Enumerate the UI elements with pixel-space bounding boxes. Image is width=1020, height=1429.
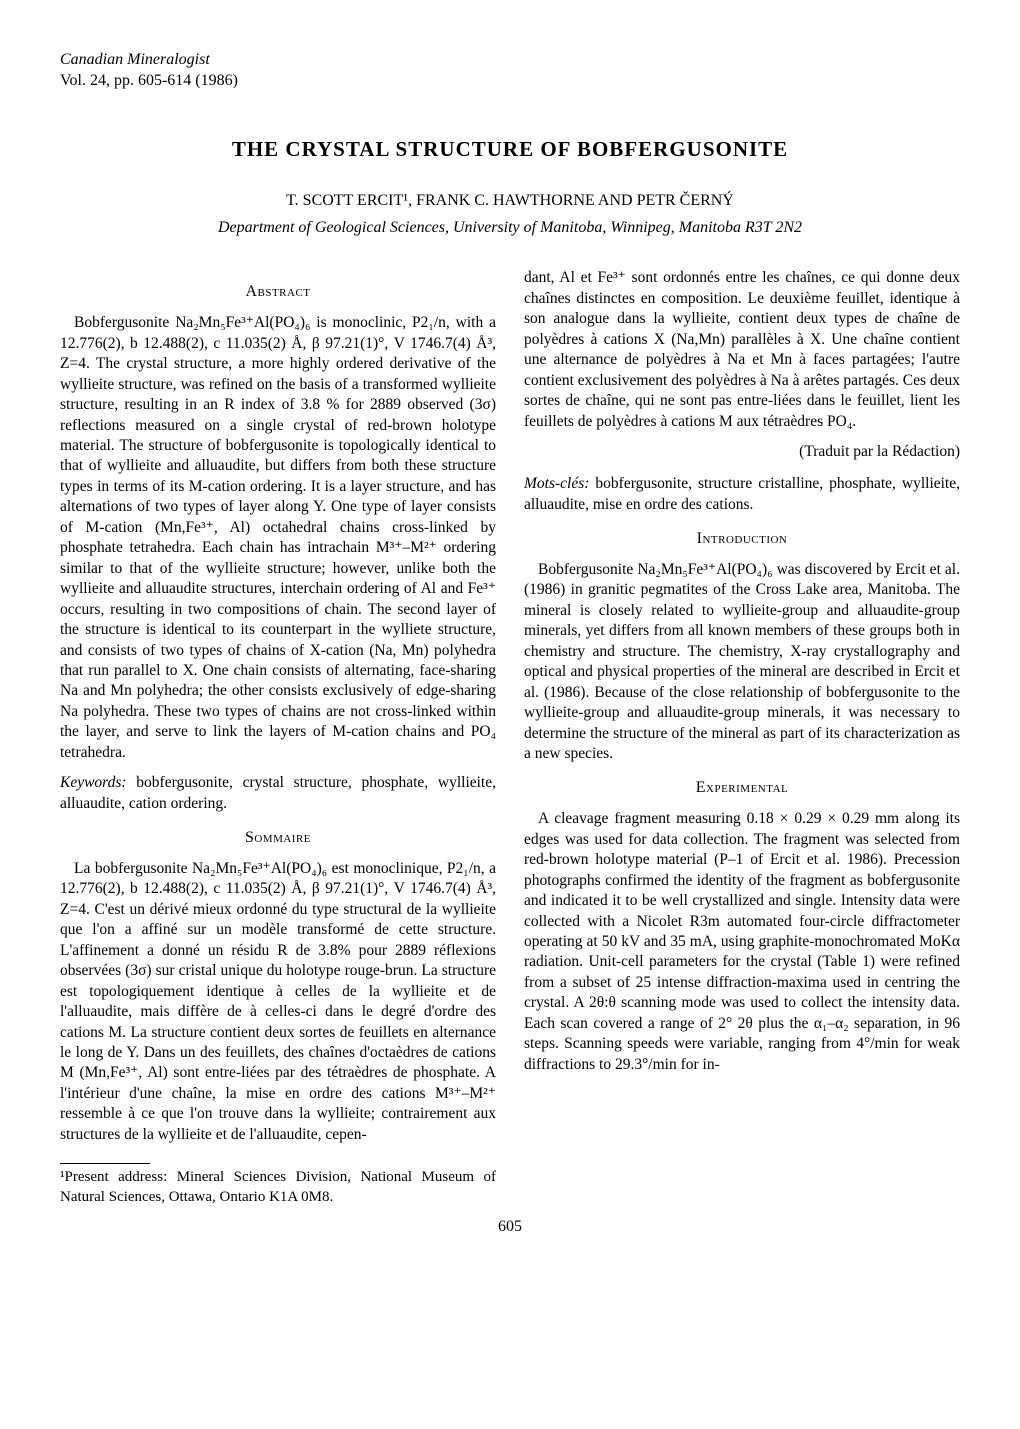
authors-line: T. SCOTT ERCIT¹, FRANK C. HAWTHORNE AND … bbox=[60, 191, 960, 212]
abstract-text: Bobfergusonite Na₂Mn₅Fe³⁺Al(PO₄)₆ is mon… bbox=[60, 313, 496, 763]
mots-cles-label: Mots-clés: bbox=[524, 475, 589, 492]
experimental-heading: Experimental bbox=[524, 778, 960, 799]
abstract-heading: Abstract bbox=[60, 282, 496, 303]
introduction-text: Bobfergusonite Na₂Mn₅Fe³⁺Al(PO₄)₆ was di… bbox=[524, 560, 960, 765]
footnote-rule bbox=[60, 1163, 150, 1164]
footnote-text: ¹Present address: Mineral Sciences Divis… bbox=[60, 1168, 496, 1207]
keywords-block: Keywords: bobfergusonite, crystal struct… bbox=[60, 773, 496, 814]
page-number: 605 bbox=[60, 1217, 960, 1238]
introduction-heading: Introduction bbox=[524, 529, 960, 550]
sommaire-continuation: dant, Al et Fe³⁺ sont ordonnés entre les… bbox=[524, 268, 960, 432]
two-column-body: Abstract Bobfergusonite Na₂Mn₅Fe³⁺Al(PO₄… bbox=[60, 268, 960, 1207]
paper-title: THE CRYSTAL STRUCTURE OF BOBFERGUSONITE bbox=[60, 136, 960, 163]
left-column: Abstract Bobfergusonite Na₂Mn₅Fe³⁺Al(PO₄… bbox=[60, 268, 496, 1207]
affiliation-line: Department of Geological Sciences, Unive… bbox=[60, 218, 960, 239]
sommaire-text: La bobfergusonite Na₂Mn₅Fe³⁺Al(PO₄)₆ est… bbox=[60, 859, 496, 1145]
mots-cles-text: bobfergusonite, structure cristalline, p… bbox=[524, 475, 960, 512]
keywords-label: Keywords: bbox=[60, 774, 127, 791]
sommaire-heading: Sommaire bbox=[60, 828, 496, 849]
journal-header: Canadian Mineralogist Vol. 24, pp. 605-6… bbox=[60, 50, 960, 92]
journal-name: Canadian Mineralogist bbox=[60, 50, 960, 71]
translation-credit: (Traduit par la Rédaction) bbox=[524, 442, 960, 462]
journal-volume: Vol. 24, pp. 605-614 (1986) bbox=[60, 71, 960, 92]
experimental-text: A cleavage fragment measuring 0.18 × 0.2… bbox=[524, 809, 960, 1075]
mots-cles-block: Mots-clés: bobfergusonite, structure cri… bbox=[524, 474, 960, 515]
right-column: dant, Al et Fe³⁺ sont ordonnés entre les… bbox=[524, 268, 960, 1207]
